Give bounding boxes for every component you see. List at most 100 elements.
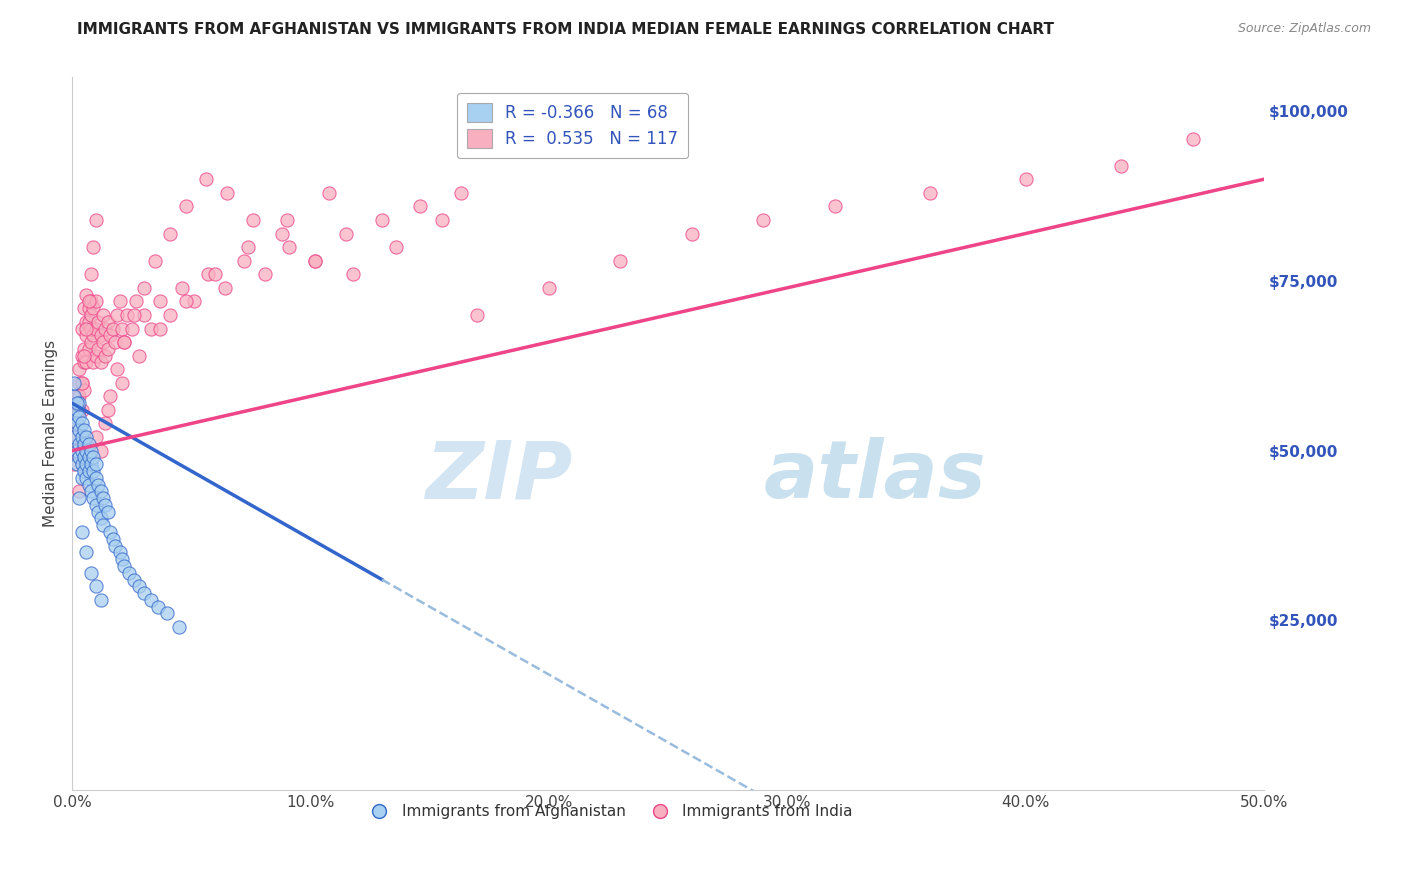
Point [73,342,96,356]
Point [70,403,93,417]
Point [73,383,96,397]
Point [70,430,93,444]
Point [105,362,128,376]
Point [77,294,100,309]
Point [104,539,127,553]
Point [84,349,107,363]
Point [66,396,89,410]
Point [94,321,117,335]
Point [82,491,104,505]
Point [169,620,191,634]
Point [66,389,89,403]
Point [67,389,90,403]
Point [105,308,128,322]
Point [63,376,86,390]
Point [67,396,90,410]
Point [132,308,155,322]
Point [194,172,217,186]
Point [73,437,96,451]
Point [276,213,298,227]
Point [270,227,292,241]
Point [91,491,114,505]
Point [70,376,93,390]
Point [335,227,357,241]
Point [75,321,97,335]
Text: atlas: atlas [763,437,986,516]
Point [75,328,97,343]
Point [67,409,90,424]
Point [108,294,131,309]
Point [304,253,326,268]
Point [80,267,103,281]
Point [87,477,110,491]
Point [67,376,90,390]
Point [70,321,93,335]
Point [90,328,112,343]
Point [82,464,104,478]
Point [98,328,121,343]
Point [63,430,86,444]
Point [67,423,90,437]
Legend: Immigrants from Afghanistan, Immigrants from India: Immigrants from Afghanistan, Immigrants … [357,797,859,825]
Point [73,355,96,369]
Point [77,342,100,356]
Point [465,308,488,322]
Point [609,253,631,268]
Point [84,213,107,227]
Point [77,315,100,329]
Point [63,389,86,403]
Point [149,294,172,309]
Point [82,450,104,465]
Point [91,518,114,533]
Point [139,321,162,335]
Point [104,334,127,349]
Point [67,362,90,376]
Point [114,334,136,349]
Point [450,186,472,200]
Point [1109,159,1132,173]
Point [87,505,110,519]
Point [254,267,277,281]
Point [66,443,89,458]
Point [183,294,205,309]
Point [80,484,103,499]
Point [145,253,167,268]
Point [214,281,236,295]
Point [63,403,86,417]
Point [238,240,260,254]
Point [63,430,86,444]
Point [66,417,89,431]
Point [77,477,100,491]
Point [63,409,86,424]
Point [278,240,301,254]
Point [80,443,103,458]
Point [114,334,136,349]
Point [75,430,97,444]
Point [84,321,107,335]
Point [122,308,145,322]
Point [409,199,432,213]
Point [67,450,90,465]
Point [128,579,150,593]
Point [80,308,103,322]
Point [139,593,162,607]
Point [75,287,97,301]
Text: Source: ZipAtlas.com: Source: ZipAtlas.com [1237,22,1371,36]
Point [67,403,90,417]
Point [115,308,138,322]
Point [98,524,121,539]
Point [82,355,104,369]
Point [920,186,942,200]
Y-axis label: Median Female Earnings: Median Female Earnings [44,340,58,527]
Point [67,484,90,499]
Point [385,240,408,254]
Point [342,267,364,281]
Point [118,566,141,580]
Point [537,281,560,295]
Point [84,294,107,309]
Point [66,443,89,458]
Point [84,430,107,444]
Point [70,417,93,431]
Point [75,457,97,471]
Point [111,552,134,566]
